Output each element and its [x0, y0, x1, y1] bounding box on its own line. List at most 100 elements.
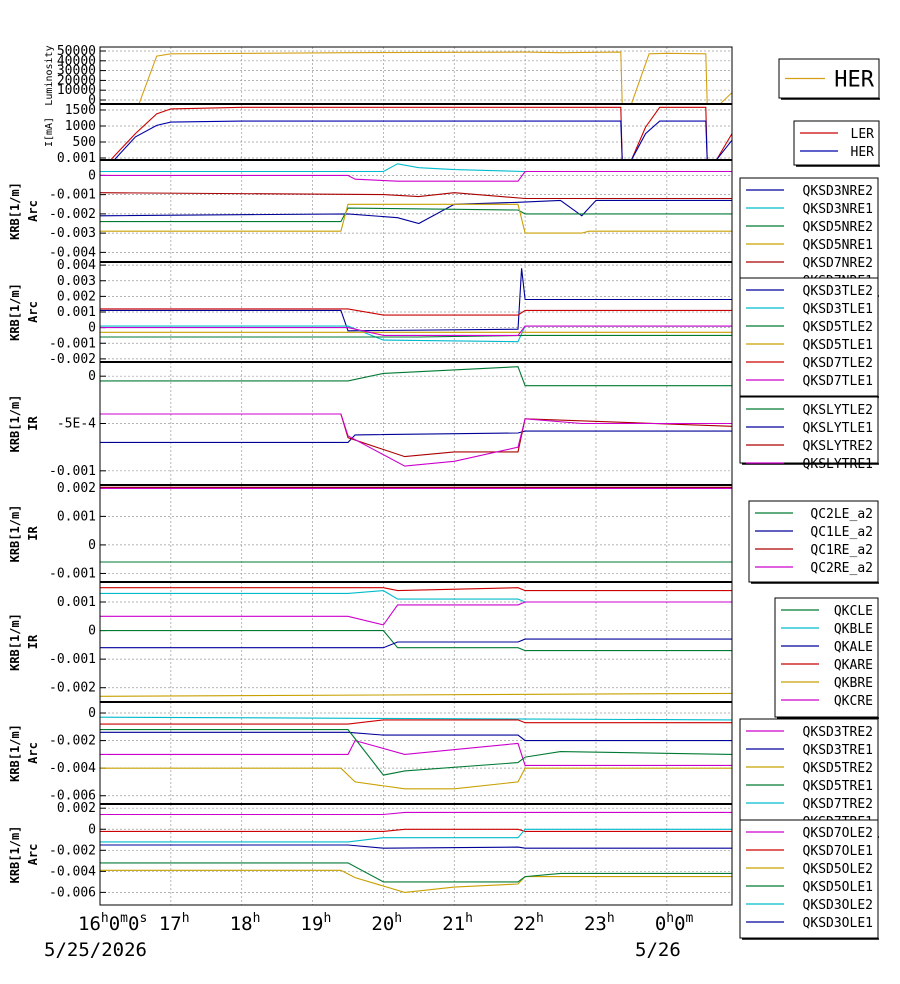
legend-entry: QKSD3NRE1 — [803, 202, 873, 217]
y-tick-label: 50000 — [57, 44, 96, 59]
series-line — [100, 308, 732, 316]
series-line — [100, 630, 732, 652]
y-axis-label: KRB[1/m] — [8, 826, 22, 884]
y-axis-label: KRB[1/m] — [8, 724, 22, 782]
legend-entry: QKSD5TRE2 — [803, 761, 873, 776]
y-tick-label: 0 — [88, 168, 96, 183]
y-axis-label: KRB[1/m] — [8, 505, 22, 563]
legend-entry: QKSLYTRE1 — [803, 457, 873, 472]
legend-box — [793, 120, 880, 166]
legend-entry: QKSD7TLE1 — [803, 374, 873, 389]
y-tick-label: 1500 — [65, 103, 96, 118]
legend-entry: QKSD7OLE2 — [803, 826, 873, 841]
y-tick-label: -0.002 — [49, 734, 96, 749]
x-tick-label: 18h — [230, 911, 261, 935]
y-tick-label: 0.002 — [57, 481, 96, 496]
series-line — [99, 199, 732, 225]
y-tick-label: -0.002 — [49, 843, 96, 858]
legend-entry: QKSD5TLE2 — [803, 320, 873, 335]
legend-entry: QKSD5NRE1 — [803, 238, 873, 253]
y-axis-label: KRB[1/m] — [8, 613, 22, 671]
series-line — [100, 828, 732, 832]
legend-box — [739, 177, 879, 296]
y-tick-label: -0.004 — [49, 761, 96, 776]
y-tick-label: 0.002 — [57, 801, 96, 816]
series-line — [100, 862, 732, 883]
legend-box — [739, 718, 879, 837]
y-tick-label: 10000 — [57, 83, 96, 98]
legend-box — [774, 597, 879, 718]
y-tick-label: 0 — [88, 369, 96, 384]
legend-entry: QKCRE — [834, 694, 873, 709]
legend-entry: QKSD3NRE2 — [803, 184, 873, 199]
series-line — [100, 413, 732, 467]
legend-entry: QC2RE_a2 — [810, 561, 873, 576]
legend-ir1: QKSLYTLE2 QKSLYTLE1 QKSLYTRE2 QKSLYTRE1 — [739, 396, 879, 472]
y-tick-label: 0 — [88, 706, 96, 721]
y-axis-label-2: Arc — [26, 200, 40, 222]
series-line — [100, 203, 732, 234]
y-tick-label: -0.004 — [49, 245, 96, 260]
series-line — [100, 811, 732, 816]
legend-current: LER HER — [793, 120, 880, 167]
series-line — [99, 716, 733, 721]
series-line — [100, 590, 732, 603]
legend-ir3: QKCLE QKBLE QKALE QKARE QKBRE QKCRE — [774, 597, 879, 719]
y-tick-label: 500 — [73, 135, 96, 150]
y-tick-label: 20000 — [57, 73, 96, 88]
series-line — [100, 430, 732, 443]
y-tick-label: 0.003 — [57, 274, 96, 289]
legend-arc2: QKSD3TLE2 QKSD3TLE1 QKSD5TLE2 QKSD5TLE1 QKSD… — [739, 277, 879, 398]
y-axis-label: I[mA] — [44, 117, 55, 147]
legend-entry: QKSD5OLE1 — [803, 880, 873, 895]
legend-entry: QKSD5TLE1 — [803, 338, 873, 353]
legend-box — [739, 819, 879, 939]
series-line — [100, 334, 732, 338]
y-tick-label: 0.001 — [57, 151, 96, 166]
y-tick-label: 0.001 — [57, 509, 96, 524]
y-tick-label: 0.001 — [57, 305, 96, 320]
y-tick-label: -0.006 — [49, 885, 96, 900]
y-axis-label-2: Arc — [26, 844, 40, 866]
plot-frame — [99, 103, 733, 161]
legend-entry: HER — [851, 145, 875, 160]
legend-entry: QC2LE_a2 — [810, 507, 873, 522]
series-line — [100, 120, 733, 161]
y-tick-label: -0.001 — [49, 188, 96, 203]
legend-entry: QKBLE — [834, 622, 873, 637]
x-tick-label: 21h — [442, 911, 473, 935]
series-line — [100, 268, 732, 332]
y-tick-label: -0.001 — [49, 652, 96, 667]
panel-arc3: 0 -0.002 -0.004 -0.006 KRB[1/m] Arc — [8, 701, 733, 805]
y-tick-label: -0.004 — [49, 864, 96, 879]
y-tick-label: -0.002 — [49, 207, 96, 222]
panel-ir1: 0 -5E-4 -0.001 KRB[1/m] IR — [8, 361, 733, 486]
y-axis-label: KRB[1/m] — [8, 395, 22, 453]
x-tick-label: 17h — [159, 911, 190, 935]
series-line — [100, 767, 732, 790]
y-tick-label: 1000 — [65, 119, 96, 134]
legend-luminosity: HER — [778, 58, 880, 100]
legend-entry: QKSD3TRE2 — [803, 725, 873, 740]
plot-frame — [99, 46, 733, 105]
legend-entry: QKARE — [834, 658, 873, 673]
legend-entry: QKSLYTLE1 — [803, 421, 873, 436]
panel-arc4: 0.002 0 -0.002 -0.004 -0.006 KRB[1/m] Arc — [8, 801, 733, 906]
legend-arc1: QKSD3NRE2 QKSD3NRE1 QKSD5NRE2 QKSD5NRE1 QKSD… — [739, 177, 879, 297]
y-tick-label: -0.001 — [49, 336, 96, 351]
y-tick-label: 0 — [88, 538, 96, 553]
y-tick-label: -0.006 — [49, 789, 96, 804]
y-tick-label: -0.002 — [49, 352, 96, 367]
legend-entry: QKALE — [834, 640, 873, 655]
legend-entry: HER — [834, 68, 874, 93]
series-line — [100, 170, 732, 182]
legend-entry: QKSD7TLE2 — [803, 356, 873, 371]
y-axis-label-2: IR — [26, 634, 40, 649]
series-line — [99, 192, 732, 200]
y-tick-label: 0.004 — [57, 258, 96, 273]
legend-entry: QKSD7TRE2 — [803, 797, 873, 812]
date-label: 5/25/2026 — [44, 939, 147, 961]
legend-entry: QKSD3TLE1 — [803, 302, 873, 317]
legend-entry: QKSLYTRE2 — [803, 439, 873, 454]
